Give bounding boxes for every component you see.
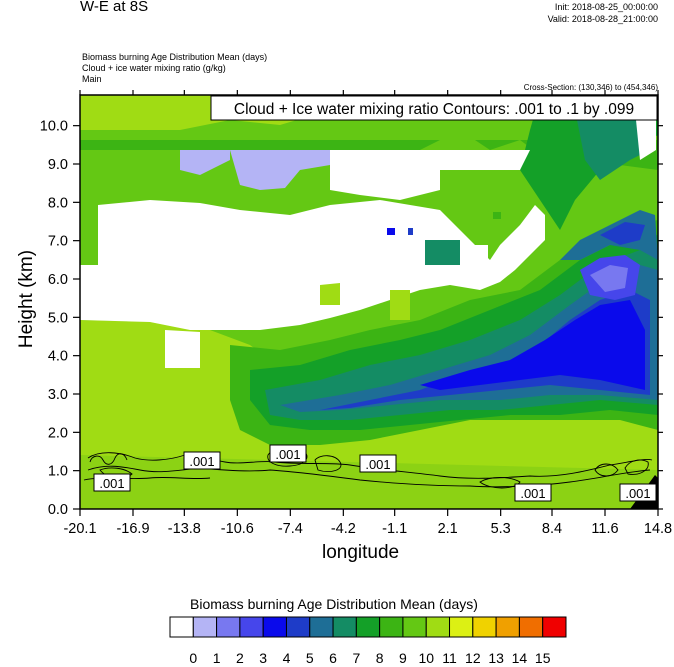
x-tick-label: -13.8 bbox=[168, 521, 201, 537]
y-axis-label: Height (km) bbox=[16, 249, 38, 349]
contour-label: .001 bbox=[99, 476, 124, 491]
contour-labels: .001 .001 .001 .001 .001 .001 bbox=[93, 444, 657, 502]
colorbar-label: 10 bbox=[418, 650, 434, 666]
colorbar-label: 6 bbox=[329, 650, 337, 666]
colorbar-swatch bbox=[262, 616, 287, 638]
x-tick-label: -10.6 bbox=[221, 521, 254, 537]
colorbar-swatch bbox=[169, 616, 194, 638]
y-tick-label: 5.0 bbox=[48, 310, 68, 326]
colorbar-label: 12 bbox=[465, 650, 481, 666]
colorbar-swatch bbox=[332, 616, 357, 638]
colorbar-title: Biomass burning Age Distribution Mean (d… bbox=[190, 596, 478, 612]
y-tick-label: 1.0 bbox=[48, 464, 68, 480]
x-tick-label: -16.9 bbox=[116, 521, 149, 537]
y-tick-label: 2.0 bbox=[48, 425, 68, 441]
colorbar-swatch bbox=[495, 616, 520, 638]
y-tick-label: 8.0 bbox=[48, 195, 68, 211]
contour-label: .001 bbox=[365, 457, 390, 472]
field-description-3: Main bbox=[82, 74, 102, 84]
field-description-1: Biomass burning Age Distribution Mean (d… bbox=[82, 52, 268, 62]
colorbar-label: 7 bbox=[352, 650, 360, 666]
colorbar-swatch bbox=[518, 616, 544, 638]
colorbar-label: 9 bbox=[399, 650, 407, 666]
x-tick-label: 2.1 bbox=[438, 521, 458, 537]
colorbar-label: 13 bbox=[488, 650, 504, 666]
colorbar-label: 2 bbox=[236, 650, 244, 666]
colorbar-swatch bbox=[449, 616, 474, 638]
heatmap-field bbox=[80, 95, 658, 509]
init-time: Init: 2018-08-25_00:00:00 bbox=[554, 2, 658, 12]
colorbar-label: 11 bbox=[442, 650, 457, 666]
colorbar: 0 1 2 3 4 5 6 7 8 9 10 11 12 13 14 15 bbox=[169, 616, 567, 666]
y-tick-label: 6.0 bbox=[48, 272, 68, 288]
x-tick-label: -1.1 bbox=[382, 521, 407, 537]
colorbar-swatch bbox=[402, 616, 427, 638]
contour-label: .001 bbox=[625, 486, 650, 501]
y-tick-label: 7.0 bbox=[48, 234, 68, 250]
cross-section-label: Cross-Section: (130,346) to (454,346) bbox=[523, 83, 658, 92]
colorbar-swatch bbox=[192, 616, 218, 638]
colorbar-swatch bbox=[216, 616, 241, 638]
colorbar-label: 1 bbox=[213, 650, 221, 666]
colorbar-label: 0 bbox=[189, 650, 197, 666]
colorbar-swatch bbox=[309, 616, 334, 638]
colorbar-swatch bbox=[542, 616, 567, 638]
y-tick-label: 4.0 bbox=[48, 349, 68, 365]
colorbar-swatch bbox=[379, 616, 404, 638]
contour-annotation: Cloud + Ice water mixing ratio Contours:… bbox=[234, 101, 634, 118]
colorbar-swatch bbox=[285, 616, 311, 638]
x-tick-label: -4.2 bbox=[331, 521, 356, 537]
colorbar-label: 15 bbox=[535, 650, 551, 666]
colorbar-label: 5 bbox=[306, 650, 314, 666]
y-tick-label: 3.0 bbox=[48, 387, 68, 403]
main-title: W-E at 8S bbox=[80, 0, 149, 15]
colorbar-label: 3 bbox=[259, 650, 267, 666]
x-axis-label: longitude bbox=[322, 542, 400, 563]
colorbar-swatch bbox=[425, 616, 451, 638]
y-tick-label: 10.0 bbox=[40, 119, 68, 135]
plot-frame bbox=[79, 94, 659, 510]
colorbar-swatch bbox=[472, 616, 497, 638]
y-tick-label: 0.0 bbox=[48, 502, 68, 518]
x-tick-label: -20.1 bbox=[63, 521, 96, 537]
contour-label: .001 bbox=[275, 447, 300, 462]
colorbar-label: 14 bbox=[512, 650, 528, 666]
axes: -20.1 -16.9 -13.8 -10.6 -7.4 -4.2 -1.1 2.1 5.3 8.… bbox=[40, 90, 672, 537]
contour-label: .001 bbox=[520, 486, 545, 501]
colorbar-label: 4 bbox=[283, 650, 291, 666]
colorbar-swatch bbox=[355, 616, 381, 638]
x-tick-label: -7.4 bbox=[278, 521, 303, 537]
x-tick-label: 11.6 bbox=[591, 521, 618, 537]
valid-time: Valid: 2018-08-28_21:00:00 bbox=[547, 14, 658, 24]
contour-label: .001 bbox=[189, 454, 214, 469]
y-tick-label: 9.0 bbox=[48, 157, 68, 173]
contour-annotation-box bbox=[210, 95, 658, 121]
colorbar-label: 8 bbox=[376, 650, 384, 666]
field-description-2: Cloud + ice water mixing ratio (g/kg) bbox=[82, 63, 226, 73]
x-tick-label: 14.8 bbox=[644, 521, 672, 537]
x-tick-label: 5.3 bbox=[491, 521, 511, 537]
colorbar-swatch bbox=[239, 616, 264, 638]
x-tick-label: 8.4 bbox=[542, 521, 562, 537]
